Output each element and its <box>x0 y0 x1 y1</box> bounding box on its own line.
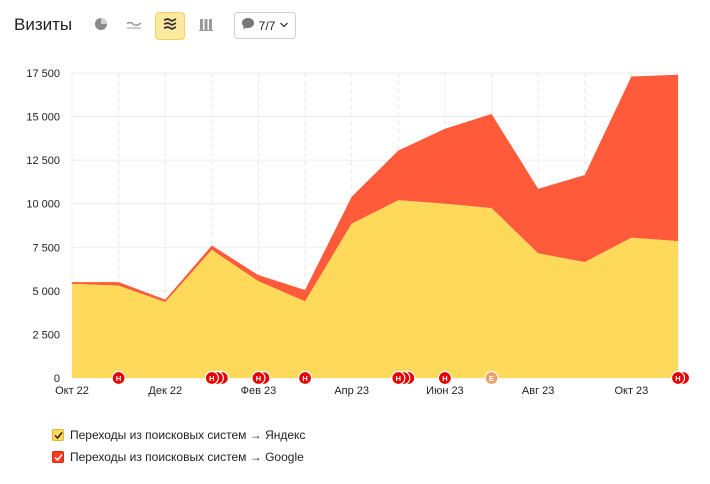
legend-item-yandex[interactable]: Переходы из поисковых систем → Яндекс <box>52 424 305 446</box>
note-marker-label: Н <box>302 374 307 383</box>
stacked-area-icon <box>162 16 178 37</box>
note-marker[interactable]: Н <box>437 370 453 386</box>
x-tick-label: Июн 23 <box>426 385 464 397</box>
legend-checkbox-yandex[interactable] <box>52 429 64 441</box>
note-marker[interactable]: Н <box>204 370 219 386</box>
notes-filter-button[interactable]: 7/7 <box>234 12 296 39</box>
note-marker-label: Н <box>116 374 121 383</box>
y-tick-label: 0 <box>54 373 60 385</box>
note-marker-label: Е <box>489 374 494 383</box>
x-tick-label: Окт 23 <box>614 385 648 397</box>
note-marker-label: Н <box>442 374 447 383</box>
chart-toolbar: Визиты <box>0 0 710 50</box>
x-tick-label: Авг 23 <box>522 385 554 397</box>
y-tick-label: 17 500 <box>26 68 60 80</box>
series-areas <box>71 74 679 378</box>
area-series-yandex <box>72 200 678 378</box>
chevron-down-icon <box>279 19 289 33</box>
line-chart-button[interactable] <box>119 12 149 40</box>
page-title: Визиты <box>14 15 73 34</box>
line-chart-icon <box>125 16 143 37</box>
y-tick-label: 7 500 <box>32 242 60 254</box>
y-tick-label: 15 000 <box>26 112 60 124</box>
note-marker[interactable]: Н <box>297 370 313 386</box>
y-tick-label: 12 500 <box>26 155 60 167</box>
bar-chart-icon <box>198 16 214 37</box>
note-marker[interactable]: Н <box>111 370 126 386</box>
y-tick-label: 5 000 <box>32 286 60 298</box>
note-marker[interactable]: Н <box>670 370 686 386</box>
legend-item-google[interactable]: Переходы из поисковых систем → Google <box>52 446 305 468</box>
note-marker-label: Н <box>209 374 214 383</box>
note-marker[interactable]: Н <box>251 370 266 386</box>
note-marker[interactable]: Е <box>484 370 499 386</box>
bar-chart-button[interactable] <box>191 12 221 40</box>
note-marker[interactable]: Н <box>391 370 406 386</box>
x-tick-label: Фев 23 <box>241 385 277 397</box>
pie-chart-icon <box>93 16 109 37</box>
y-tick-label: 2 500 <box>32 329 60 341</box>
legend-label-google: Переходы из поисковых систем → Google <box>70 450 304 464</box>
legend-label-yandex: Переходы из поисковых систем → Яндекс <box>70 428 306 442</box>
area-series-google <box>72 74 678 303</box>
x-tick-label: Дек 22 <box>148 385 182 397</box>
x-tick-label: Апр 23 <box>334 385 369 397</box>
x-tick-label: Окт 22 <box>55 385 89 397</box>
stacked-area-button[interactable] <box>155 12 185 40</box>
pie-chart-button[interactable] <box>86 12 116 40</box>
visits-area-chart: 0 2 500 5 000 7 500 10 000 12 500 15 000 17 500… <box>26 68 691 397</box>
note-marker-label: Н <box>675 374 680 383</box>
x-axis-labels: Окт 22 Дек 22 Фев 23 Апр 23 Июн 23 Авг 23 Окт … <box>55 385 648 397</box>
y-tick-label: 10 000 <box>26 199 60 211</box>
notes-count: 7/7 <box>258 18 276 33</box>
note-marker-label: Н <box>396 374 401 383</box>
y-axis-labels: 0 2 500 5 000 7 500 10 000 12 500 15 000 17 500 <box>26 68 60 385</box>
comment-icon <box>241 17 255 34</box>
legend-checkbox-google[interactable] <box>52 451 64 463</box>
chart-legend: Переходы из поисковых систем → Яндекс Пе… <box>52 424 305 468</box>
note-marker-label: Н <box>256 374 261 383</box>
